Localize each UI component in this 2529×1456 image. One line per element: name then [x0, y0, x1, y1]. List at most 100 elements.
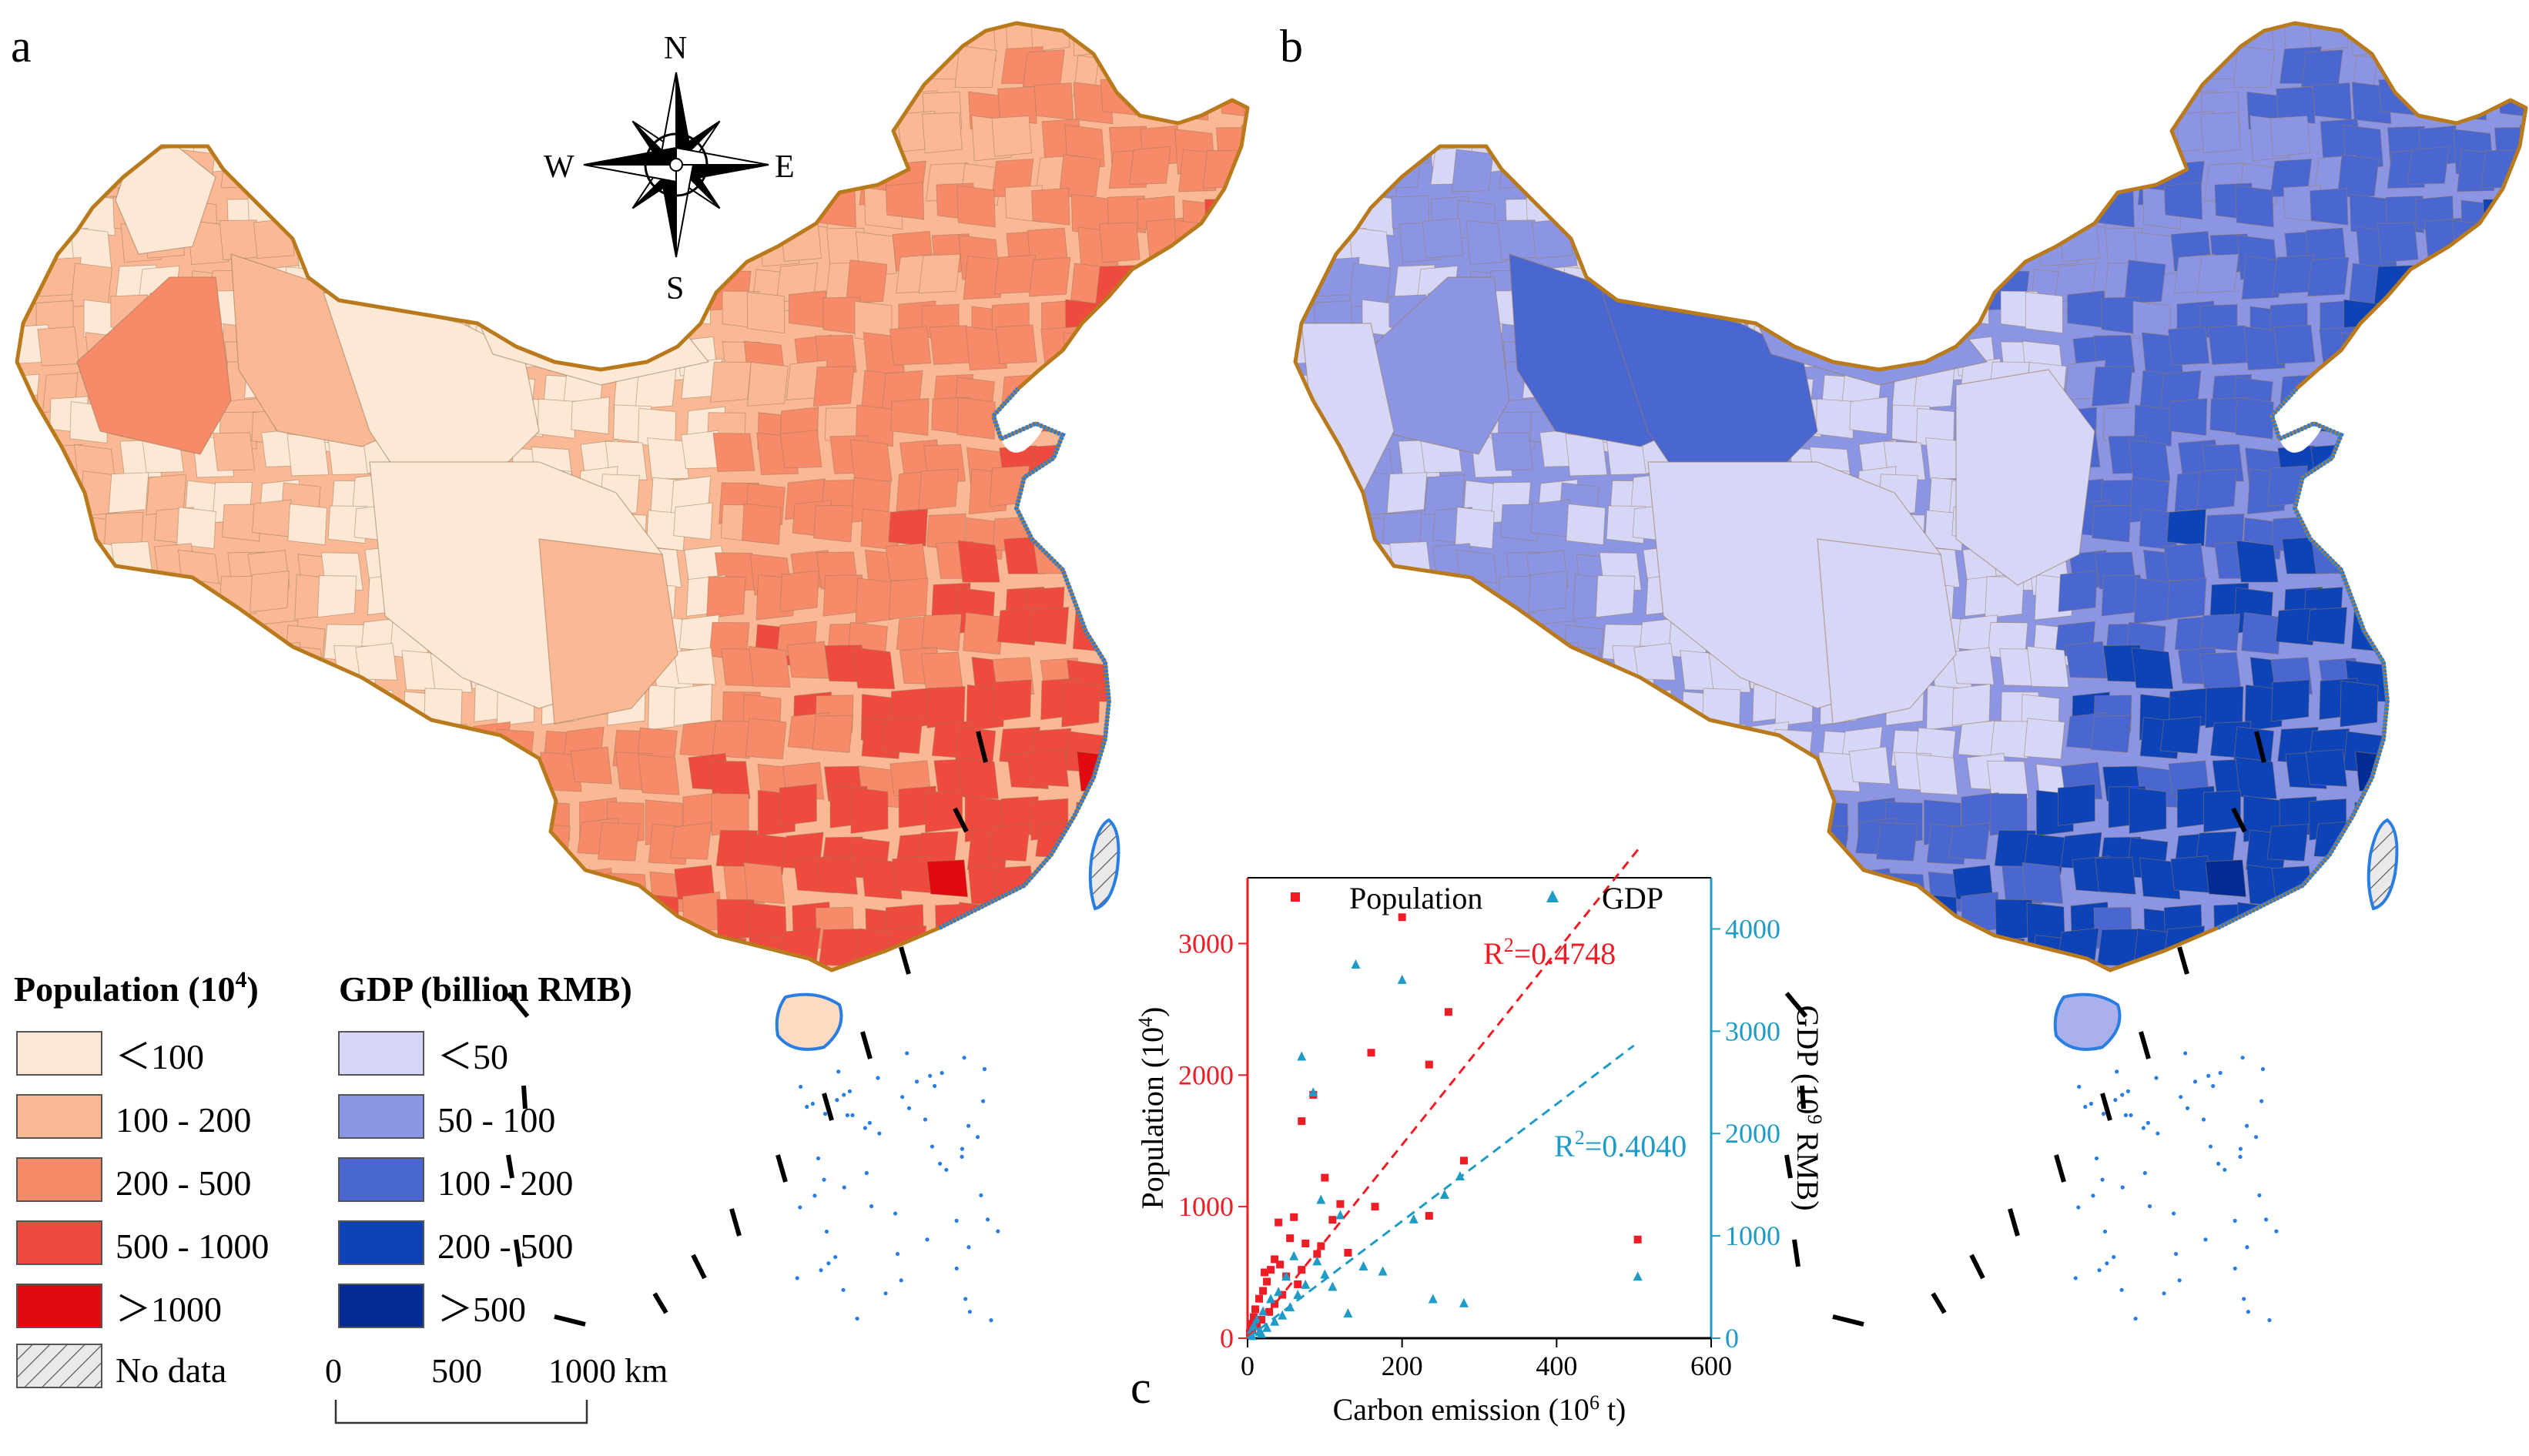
population-legend: Population (104) ＜100 100 - 200 200 - 500 5… — [14, 967, 269, 1390]
legend-population-label: Population — [1349, 881, 1482, 915]
population-legend-swatch-3 — [16, 1220, 102, 1265]
gdp-point — [1378, 1266, 1388, 1276]
gdp-legend-label-2: 100 - 200 — [437, 1163, 573, 1203]
population-legend-title: Population (104) — [14, 967, 259, 1009]
population-point — [1259, 1287, 1268, 1295]
gdp-legend-swatch-1 — [338, 1094, 424, 1139]
gdp-point — [1252, 1314, 1262, 1324]
scatter-chart: 0 200 400 600010002000300001000200030004000… — [1134, 844, 1826, 1427]
population-point — [1444, 1008, 1452, 1016]
population-point — [1255, 1294, 1264, 1303]
scale-bar-line — [334, 1400, 588, 1424]
population-point — [1261, 1268, 1269, 1277]
scale-label-1000: 1000 km — [548, 1352, 668, 1390]
population-point — [1248, 1320, 1256, 1328]
y-right-tick-label: 4000 — [1725, 913, 1780, 944]
gdp-point — [1320, 1269, 1330, 1279]
population-point — [1251, 1305, 1260, 1314]
gdp-point — [1274, 1287, 1284, 1297]
gdp-point — [1409, 1213, 1419, 1223]
population-point — [1290, 1213, 1298, 1221]
scale-bar: 0 500 1000 km — [325, 1352, 668, 1424]
gdp-point — [1312, 1256, 1322, 1266]
nodata-label: No data — [116, 1351, 226, 1390]
y-right-tick-label: 3000 — [1725, 1016, 1780, 1046]
gdp-point — [1316, 1194, 1326, 1204]
y-right-tick-label: 1000 — [1725, 1220, 1780, 1251]
population-point — [1271, 1300, 1279, 1308]
gdp-point — [1351, 959, 1361, 969]
compass-east: E — [775, 149, 795, 185]
gdp-point — [1358, 1260, 1368, 1270]
gdp-legend-swatch-3 — [338, 1220, 424, 1265]
gdp-legend-label-3: 200 - 500 — [437, 1227, 573, 1266]
population-fit-line — [1246, 844, 1643, 1339]
population-r2-label: R2=0.4748 — [1483, 934, 1616, 971]
population-point — [1294, 1280, 1302, 1288]
population-point — [1633, 1235, 1642, 1243]
gdp-legend: GDP (billion RMB) ＜50 50 - 100 100 - 200 20… — [338, 969, 632, 1329]
gdp-point — [1328, 1281, 1338, 1291]
gdp-point — [1266, 1294, 1276, 1304]
population-point — [1276, 1260, 1285, 1269]
population-legend-swatch-2 — [16, 1157, 102, 1202]
legend-population-marker — [1291, 892, 1300, 902]
gdp-point — [1335, 1210, 1345, 1220]
y-right-axis-title: GDP (109 RMB) — [1790, 1005, 1826, 1210]
gdp-point — [1343, 1308, 1353, 1318]
gdp-legend-swatch-0 — [338, 1031, 424, 1076]
panel-letter-c: c — [1131, 1362, 1151, 1413]
population-legend-swatch-1 — [16, 1094, 102, 1139]
x-axis-title: Carbon emission (106 t) — [1333, 1391, 1626, 1427]
population-point — [1367, 1049, 1375, 1057]
x-tick-label: 600 — [1690, 1351, 1732, 1381]
population-point — [1321, 1173, 1329, 1182]
y-right-tick-label: 0 — [1725, 1323, 1739, 1354]
population-point — [1398, 913, 1406, 922]
population-point — [1459, 1156, 1468, 1165]
population-point — [1328, 1216, 1337, 1224]
population-point — [1263, 1277, 1271, 1286]
population-point — [1336, 1200, 1345, 1208]
gdp-point — [1293, 1290, 1303, 1300]
panel-letter-a: a — [11, 21, 32, 72]
gdp-point — [1297, 1051, 1307, 1061]
scale-label-0: 0 — [325, 1352, 342, 1390]
panel-letter-b: b — [1280, 21, 1303, 72]
population-point — [1286, 1234, 1295, 1243]
gdp-point — [1289, 1250, 1299, 1260]
population-point — [1313, 1250, 1321, 1258]
gdp-legend-label-4: ＞500 — [437, 1290, 526, 1329]
gdp-legend-swatch-2 — [338, 1157, 424, 1202]
gdp-point — [1439, 1189, 1449, 1199]
population-point — [1271, 1255, 1279, 1264]
legend-gdp-label: GDP — [1602, 881, 1663, 915]
x-tick-label: 400 — [1536, 1351, 1577, 1381]
compass-rose-icon: N S E W — [544, 31, 795, 306]
gdp-r2-label: R2=0.4040 — [1554, 1126, 1687, 1163]
population-legend-label-0: ＜100 — [116, 1037, 204, 1076]
population-point — [1301, 1239, 1310, 1247]
gdp-point — [1301, 1279, 1311, 1289]
x-tick-label: 0 — [1241, 1351, 1254, 1381]
population-point — [1267, 1266, 1275, 1274]
population-legend-label-4: ＞1000 — [116, 1290, 222, 1329]
population-point — [1425, 1060, 1433, 1069]
gdp-point — [1281, 1271, 1291, 1281]
gdp-point — [1278, 1310, 1288, 1320]
population-legend-swatch-4 — [16, 1284, 102, 1328]
y-right-tick-label: 2000 — [1725, 1118, 1780, 1149]
compass-west: W — [544, 149, 574, 185]
population-point — [1317, 1242, 1325, 1250]
gdp-point — [1270, 1316, 1280, 1326]
y-left-tick-label: 0 — [1220, 1323, 1234, 1354]
compass-south: S — [666, 271, 684, 306]
population-point — [1253, 1322, 1261, 1330]
nodata-swatch — [16, 1344, 102, 1388]
population-point — [1371, 1203, 1379, 1211]
population-point — [1425, 1212, 1433, 1220]
gdp-legend-label-1: 50 - 100 — [437, 1100, 555, 1140]
gdp-legend-title: GDP (billion RMB) — [339, 969, 632, 1009]
legend-gdp-marker — [1546, 890, 1559, 902]
